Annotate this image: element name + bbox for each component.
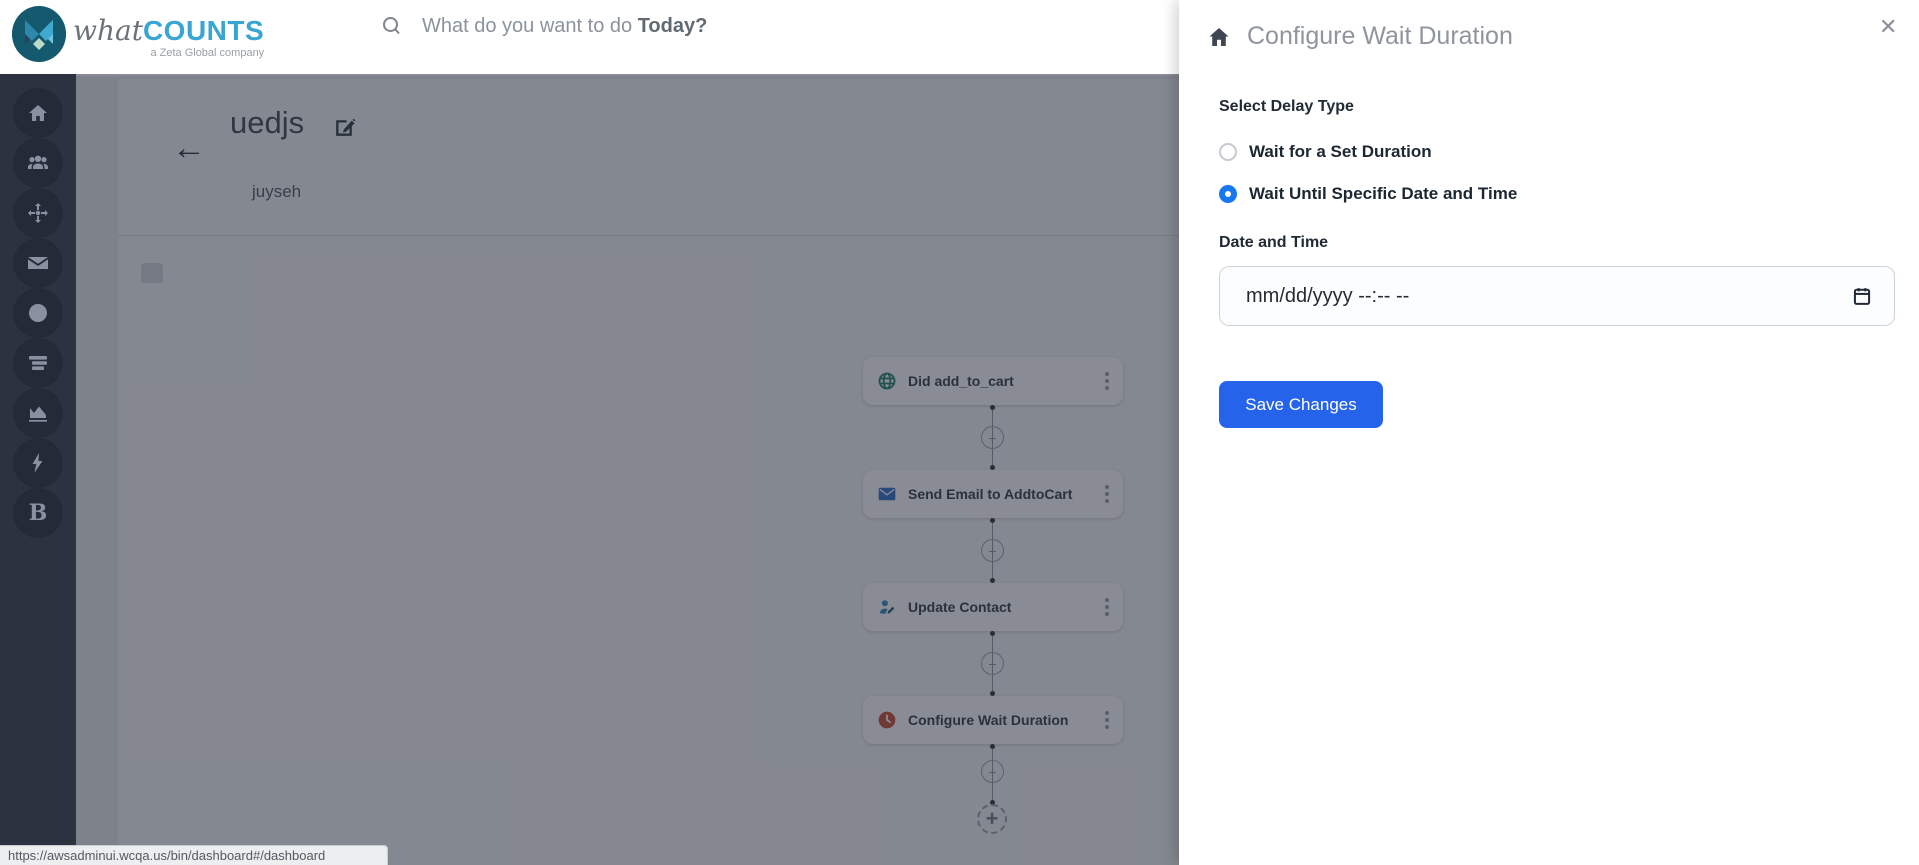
delay-type-heading: Select Delay Type — [1219, 98, 1354, 115]
radio-option-specific-datetime[interactable]: Wait Until Specific Date and Time — [1219, 184, 1517, 204]
crosshair-icon — [28, 203, 48, 223]
sidebar-item-automation[interactable] — [13, 438, 63, 488]
sidebar-nav: B — [0, 74, 76, 865]
radio-selected-icon[interactable] — [1219, 185, 1237, 203]
home-icon — [29, 105, 47, 121]
save-changes-button[interactable]: Save Changes — [1219, 381, 1383, 428]
configure-wait-duration-panel: Configure Wait Duration ✕ Select Delay T… — [1179, 0, 1919, 865]
area-chart-icon — [29, 406, 47, 422]
sidebar-item-brand-b[interactable]: B — [13, 488, 63, 538]
browser-status-bar: https://awsadminui.wcqa.us/bin/dashboard… — [0, 845, 388, 865]
globe-icon — [29, 304, 47, 322]
datetime-input[interactable]: mm/dd/yyyy --:-- -- — [1219, 266, 1895, 326]
datetime-placeholder: mm/dd/yyyy --:-- -- — [1246, 284, 1410, 307]
modal-dim-overlay[interactable] — [76, 74, 1179, 865]
mail-icon — [28, 257, 48, 269]
sidebar-item-data[interactable] — [13, 338, 63, 388]
sidebar-item-home[interactable] — [13, 88, 63, 138]
brand-tagline: a Zeta Global company — [150, 47, 265, 59]
datetime-label: Date and Time — [1219, 234, 1329, 251]
sidebar-item-targeting[interactable] — [13, 188, 63, 238]
letter-b-icon: B — [28, 500, 48, 526]
radio-option-set-duration[interactable]: Wait for a Set Duration — [1219, 142, 1432, 162]
sidebar-item-web[interactable] — [13, 288, 63, 338]
close-icon[interactable]: ✕ — [1879, 14, 1898, 39]
sidebar-item-email[interactable] — [13, 238, 63, 288]
top-bar: what COUNTS a Zeta Global company What do… — [0, 0, 1179, 76]
radio-unselected-icon[interactable] — [1219, 143, 1237, 161]
sidebar-item-reports[interactable] — [13, 388, 63, 438]
status-url: https://awsadminui.wcqa.us/bin/dashboard… — [8, 848, 326, 863]
search-icon — [383, 17, 400, 35]
global-search[interactable]: What do you want to do Today? — [380, 14, 707, 38]
whatcounts-logo-icon — [12, 6, 66, 62]
search-placeholder: What do you want to do Today? — [422, 14, 708, 37]
sidebar-item-contacts[interactable] — [13, 138, 63, 188]
calendar-icon[interactable] — [1852, 286, 1872, 306]
panel-title: Configure Wait Duration — [1247, 22, 1513, 50]
bolt-icon — [32, 453, 43, 473]
brand-name-what: what — [73, 14, 143, 47]
server-icon — [29, 356, 47, 370]
brand-logo[interactable]: what COUNTS a Zeta Global company — [12, 6, 264, 62]
users-icon — [28, 155, 48, 169]
home-icon[interactable] — [1207, 25, 1231, 49]
brand-name-counts: COUNTS — [142, 15, 265, 46]
